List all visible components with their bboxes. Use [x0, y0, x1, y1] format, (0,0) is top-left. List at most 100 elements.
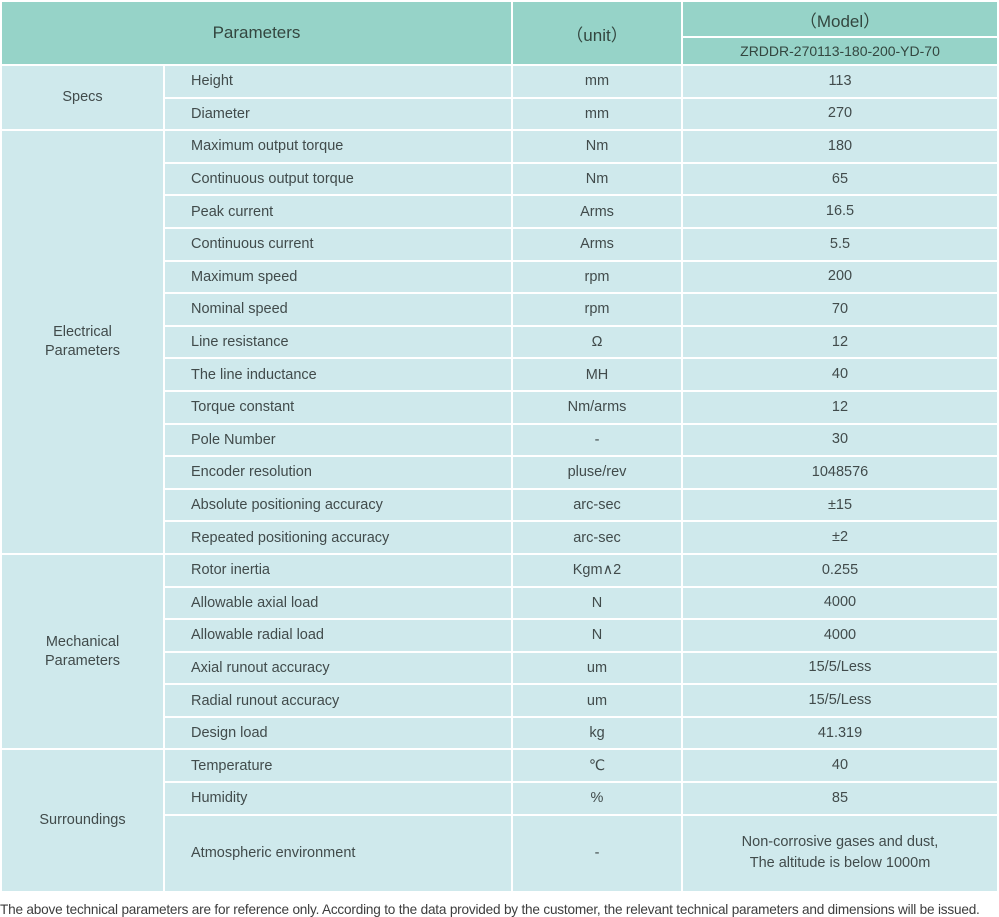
footer-note: The above technical parameters are for r… [0, 901, 980, 917]
param-cell: Continuous current [165, 228, 511, 260]
unit-cell: rpm [513, 261, 681, 293]
unit-cell: kg [513, 717, 681, 749]
value-cell: 85 [683, 783, 997, 814]
value-cell: 12 [683, 391, 997, 423]
unit-cell: Nm [513, 131, 681, 162]
unit-cell: Nm/arms [513, 391, 681, 423]
unit-cell: MH [513, 359, 681, 390]
param-cell: Repeated positioning accuracy [165, 522, 511, 553]
table-row: Diameter mm 270 [2, 98, 997, 130]
unit-cell: Ω [513, 326, 681, 358]
table-row: Radial runout accuracy um 15/5/Less [2, 685, 997, 716]
table-row: Maximum speed rpm 200 [2, 261, 997, 293]
value-cell: 200 [683, 261, 997, 293]
value-cell: 1048576 [683, 457, 997, 488]
unit-cell: mm [513, 98, 681, 130]
param-cell: Maximum speed [165, 261, 511, 293]
table-row: The line inductance MH 40 [2, 359, 997, 390]
table-row: Allowable radial load N 4000 [2, 620, 997, 651]
param-cell: Nominal speed [165, 294, 511, 325]
unit-cell: ℃ [513, 750, 681, 782]
param-cell: Torque constant [165, 391, 511, 423]
value-cell: 40 [683, 750, 997, 782]
param-cell: Diameter [165, 98, 511, 130]
unit-cell: Kgm∧2 [513, 554, 681, 586]
value-cell: ±2 [683, 522, 997, 553]
value-cell: 41.319 [683, 717, 997, 749]
value-cell: 30 [683, 424, 997, 456]
table-header: Parameters （unit） （Model） ZRDDR-270113-1… [2, 2, 997, 64]
param-cell: Humidity [165, 783, 511, 814]
param-cell: Encoder resolution [165, 457, 511, 488]
value-cell: 4000 [683, 620, 997, 651]
table-body: Specs Height mm 113 Diameter mm 270 Electrical … [2, 66, 997, 891]
table-row: Nominal speed rpm 70 [2, 294, 997, 325]
value-cell: 5.5 [683, 228, 997, 260]
value-cell: 40 [683, 359, 997, 390]
category-cell: Electrical Parameters [2, 131, 163, 553]
header-model-code: ZRDDR-270113-180-200-YD-70 [683, 38, 997, 64]
value-cell: 4000 [683, 587, 997, 619]
table-row: Specs Height mm 113 [2, 66, 997, 130]
unit-cell: um [513, 652, 681, 684]
param-cell: Allowable radial load [165, 620, 511, 651]
value-cell: 113 [683, 66, 997, 97]
header-unit: （unit） [513, 2, 681, 64]
table-row: Torque constant Nm/arms 12 [2, 391, 997, 423]
category-cell: Mechanical Parameters [2, 554, 163, 749]
unit-cell: - [513, 815, 681, 891]
param-cell: Axial runout accuracy [165, 652, 511, 684]
table-row: Absolute positioning accuracy arc-sec ±15 [2, 489, 997, 521]
table-row: Repeated positioning accuracy arc-sec ±2 [2, 522, 997, 553]
unit-cell: arc-sec [513, 489, 681, 521]
param-cell: Height [165, 66, 511, 97]
spec-table: Parameters （unit） （Model） ZRDDR-270113-1… [2, 2, 997, 891]
table-row: Axial runout accuracy um 15/5/Less [2, 652, 997, 684]
param-cell: Pole Number [165, 424, 511, 456]
unit-cell: mm [513, 66, 681, 97]
param-cell: Rotor inertia [165, 554, 511, 586]
value-cell: Non-corrosive gases and dust, The altitu… [683, 815, 997, 891]
category-cell: Surroundings [2, 750, 163, 891]
table-row: Pole Number -30 [2, 424, 997, 456]
unit-cell: Nm [513, 163, 681, 195]
table-row: Electrical Parameters Maximum output torq… [2, 131, 997, 553]
table-row: Encoder resolution pluse/rev 1048576 [2, 457, 997, 488]
value-cell: 15/5/Less [683, 685, 997, 716]
table-row: Humidity% 85 [2, 783, 997, 814]
value-cell: 15/5/Less [683, 652, 997, 684]
param-cell: Maximum output torque [165, 131, 511, 162]
param-cell: Design load [165, 717, 511, 749]
param-cell: The line inductance [165, 359, 511, 390]
header-model: （Model） [683, 2, 997, 36]
value-cell: 70 [683, 294, 997, 325]
param-cell: Absolute positioning accuracy [165, 489, 511, 521]
unit-cell: pluse/rev [513, 457, 681, 488]
unit-cell: % [513, 783, 681, 814]
table-row: Surroundings Temperature ℃ 40 [2, 750, 997, 891]
value-cell: 270 [683, 98, 997, 130]
table-row: Line resistance Ω 12 [2, 326, 997, 358]
unit-cell: Arms [513, 228, 681, 260]
unit-cell: um [513, 685, 681, 716]
value-cell: 180 [683, 131, 997, 162]
unit-cell: arc-sec [513, 522, 681, 553]
table-row: Peak current Arms 16.5 [2, 196, 997, 227]
unit-cell: N [513, 620, 681, 651]
table-row: Continuous output torque Nm 65 [2, 163, 997, 195]
table-row: Continuous current Arms 5.5 [2, 228, 997, 260]
unit-cell: Arms [513, 196, 681, 227]
header-parameters: Parameters [2, 2, 511, 64]
param-cell: Peak current [165, 196, 511, 227]
unit-cell: N [513, 587, 681, 619]
table-row: Atmospheric environment - Non-corrosive ga… [2, 815, 997, 891]
param-cell: Continuous output torque [165, 163, 511, 195]
table-row: Mechanical Parameters Rotor inertia Kgm∧2 0… [2, 554, 997, 749]
value-cell: ±15 [683, 489, 997, 521]
param-cell: Radial runout accuracy [165, 685, 511, 716]
unit-cell: - [513, 424, 681, 456]
value-cell: 12 [683, 326, 997, 358]
value-cell: 65 [683, 163, 997, 195]
param-cell: Allowable axial load [165, 587, 511, 619]
table-row: Allowable axial load N 4000 [2, 587, 997, 619]
